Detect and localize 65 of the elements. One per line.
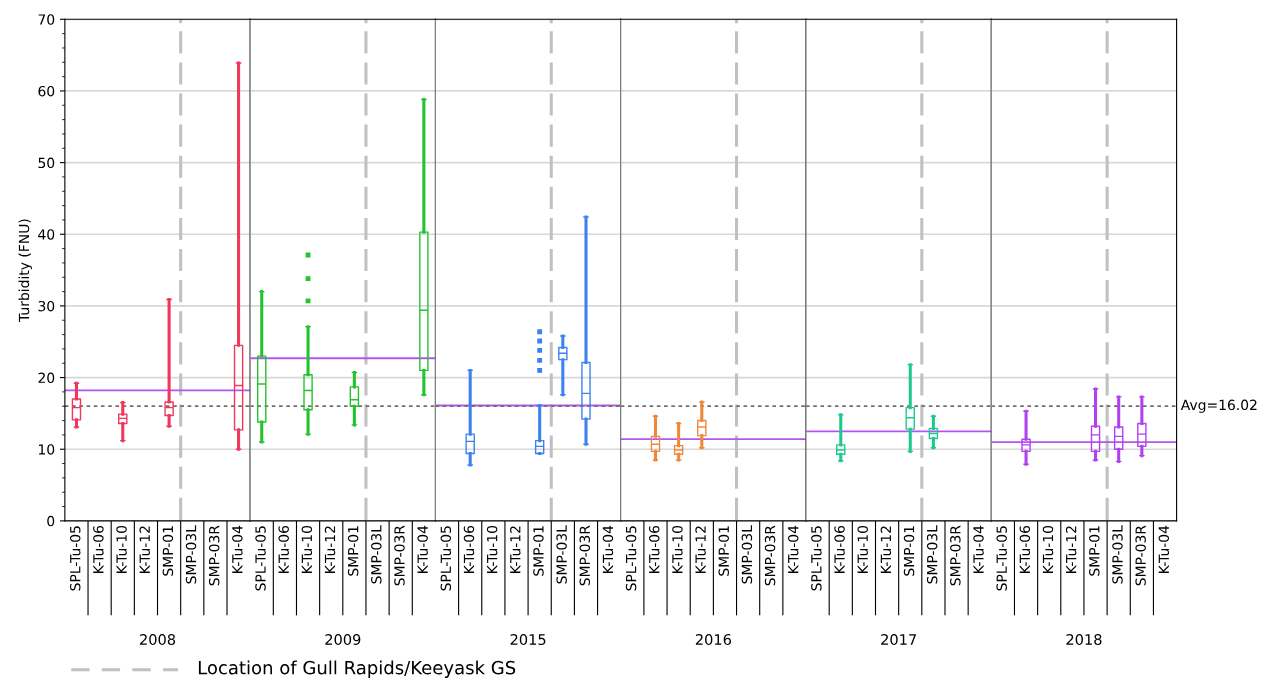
x-tick-label: K-Tu-06 bbox=[834, 525, 845, 573]
x-tick-label: SMP-01 bbox=[1089, 526, 1100, 576]
x-tick-label: SPL-Tu-05 bbox=[996, 526, 1007, 591]
x-tick-label: K-Tu-04 bbox=[602, 525, 614, 573]
x-tick-label: SMP-03R bbox=[1135, 525, 1146, 586]
x-tick-label: SMP-01 bbox=[162, 526, 174, 576]
x-tick-label: SMP-03R bbox=[208, 525, 220, 586]
x-tick-label: K-Tu-10 bbox=[116, 525, 127, 573]
x-tick-label: SMP-03L bbox=[741, 525, 753, 584]
x-tick-label: SMP-03R bbox=[764, 525, 776, 586]
x-tick-label: K-Tu-12 bbox=[510, 526, 521, 573]
x-tick-label: K-Tu-06 bbox=[463, 525, 475, 573]
x-tick-label: K-Tu-06 bbox=[278, 525, 289, 573]
x-tick-label: K-Tu-10 bbox=[486, 525, 498, 573]
x-axis-title: 2018 bbox=[1066, 634, 1102, 646]
x-tick-label: K-Tu-10 bbox=[301, 525, 313, 573]
y-axis-title: Turbidity (FNU) bbox=[18, 219, 32, 322]
x-tick-label: K-Tu-12 bbox=[1065, 526, 1077, 573]
x-tick-label: SMP-03L bbox=[556, 525, 567, 584]
x-tick-label: SPL-Tu-05 bbox=[255, 526, 266, 591]
y-tick-label: 0 bbox=[47, 515, 55, 527]
x-tick-label: K-Tu-12 bbox=[695, 526, 706, 573]
y-tick-label: 60 bbox=[38, 85, 55, 97]
x-tick-label: SPL-Tu-05 bbox=[811, 526, 822, 591]
x-tick-label: SMP-03L bbox=[371, 525, 382, 584]
y-tick-label: 70 bbox=[38, 14, 55, 25]
x-tick-label: SPL-Tu-05 bbox=[69, 526, 81, 591]
x-tick-label: K-Tu-10 bbox=[857, 525, 868, 573]
x-tick-label: SPL-Tu-05 bbox=[440, 526, 452, 591]
x-tick-label: SMP-03R bbox=[950, 525, 961, 586]
x-tick-label: K-Tu-04 bbox=[232, 525, 243, 573]
x-tick-label: SMP-01 bbox=[533, 526, 544, 576]
y-tick-label: 20 bbox=[38, 372, 55, 384]
x-tick-label: K-Tu-06 bbox=[1019, 525, 1031, 573]
x-tick-label: SPL-Tu-05 bbox=[625, 526, 637, 591]
x-axis-title: 2009 bbox=[325, 634, 361, 646]
x-tick-label: K-Tu-06 bbox=[649, 525, 660, 573]
x-axis-title: 2016 bbox=[695, 634, 732, 646]
text: Location of Gull Rapids/Keeyask GS bbox=[198, 660, 516, 678]
x-tick-label: SMP-03L bbox=[926, 525, 938, 584]
x-tick-label: K-Tu-06 bbox=[93, 525, 104, 573]
x-tick-label: SMP-03R bbox=[394, 525, 405, 586]
x-tick-label: K-Tu-04 bbox=[1158, 525, 1170, 573]
y-tick-label: 50 bbox=[38, 157, 55, 169]
x-tick-label: SMP-01 bbox=[718, 526, 729, 576]
y-tick-label: 30 bbox=[38, 300, 55, 312]
x-tick-label: K-Tu-04 bbox=[787, 525, 799, 573]
x-tick-label: K-Tu-10 bbox=[1042, 525, 1054, 573]
x-tick-label: K-Tu-12 bbox=[324, 526, 336, 573]
x-tick-label: K-Tu-12 bbox=[139, 526, 150, 573]
x-axis-title: 2015 bbox=[510, 634, 546, 646]
y-tick-label: 40 bbox=[38, 229, 55, 240]
x-tick-label: K-Tu-04 bbox=[973, 525, 984, 573]
ref-line-label: Avg=16.02 bbox=[1180, 399, 1257, 413]
x-tick-label: SMP-03L bbox=[1112, 525, 1123, 584]
x-axis-title: 2008 bbox=[140, 634, 176, 646]
x-tick-label: K-Tu-04 bbox=[417, 525, 428, 573]
x-tick-label: K-Tu-10 bbox=[672, 525, 683, 573]
y-tick-label: 10 bbox=[39, 444, 55, 455]
x-tick-label: K-Tu-12 bbox=[880, 526, 892, 573]
x-tick-label: SMP-03L bbox=[185, 525, 197, 584]
x-tick-label: SMP-03R bbox=[579, 525, 591, 586]
x-tick-label: SMP-01 bbox=[347, 526, 359, 576]
x-axis-title: 2017 bbox=[881, 634, 916, 646]
x-tick-label: SMP-01 bbox=[903, 526, 915, 576]
